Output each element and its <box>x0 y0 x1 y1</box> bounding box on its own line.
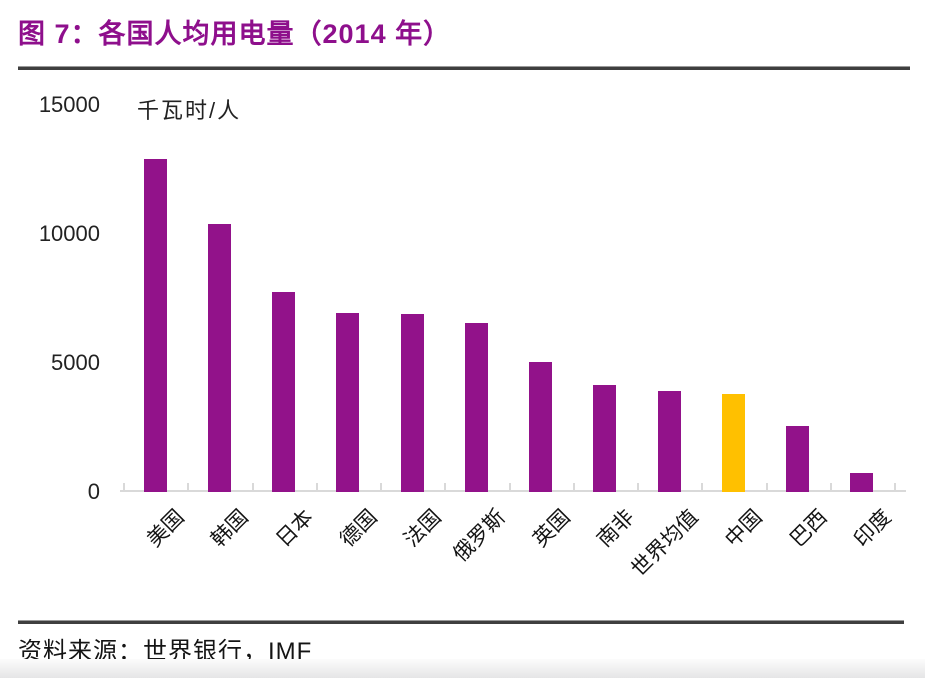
x-axis-tickmark <box>701 483 704 491</box>
bar-美国 <box>143 159 167 492</box>
chart-title: 图 7：各国人均用电量（2014 年） <box>18 19 452 49</box>
x-axis-label-世界均值: 世界均值 <box>627 505 703 582</box>
x-axis-label-南非: 南非 <box>592 505 639 552</box>
x-axis-line <box>120 490 906 492</box>
x-axis-label-法国: 法国 <box>399 505 446 552</box>
x-axis-tickmark <box>315 483 318 491</box>
bar-日本 <box>272 292 296 492</box>
y-axis-tick-label: 15000 <box>38 92 100 117</box>
bar-南非 <box>593 384 617 492</box>
y-axis-tick-label: 10000 <box>38 221 100 246</box>
bar-巴西 <box>786 426 810 492</box>
bar-中国 <box>721 393 745 492</box>
bar-英国 <box>529 361 553 492</box>
footer-divider <box>18 620 904 624</box>
bar-世界均值 <box>657 391 681 492</box>
x-axis-tickmark <box>829 483 832 491</box>
x-axis-tickmark <box>444 483 447 491</box>
page-bottom-edge <box>0 659 925 678</box>
bar-德国 <box>336 312 360 492</box>
x-axis-label-韩国: 韩国 <box>207 505 254 552</box>
y-axis-unit-label: 千瓦时/人 <box>137 98 242 123</box>
x-axis-label-俄罗斯: 俄罗斯 <box>449 505 511 567</box>
bar-法国 <box>400 313 424 492</box>
x-axis-tickmark <box>187 483 190 491</box>
top-divider <box>18 66 910 70</box>
bar-韩国 <box>207 223 231 492</box>
x-axis-tickmark <box>123 483 125 491</box>
x-axis-label-中国: 中国 <box>721 505 768 552</box>
x-axis-label-英国: 英国 <box>528 505 575 552</box>
x-axis-tickmark <box>572 483 575 491</box>
bar-俄罗斯 <box>464 323 488 492</box>
x-axis-tickmark <box>251 483 254 491</box>
x-axis-tickmark <box>380 483 382 491</box>
x-axis-label-巴西: 巴西 <box>785 505 832 552</box>
x-axis-label-日本: 日本 <box>271 505 318 552</box>
x-axis-tickmark <box>894 483 896 491</box>
x-axis-tickmark <box>508 483 511 491</box>
x-axis-tickmark <box>765 483 768 491</box>
y-axis-tick-label: 5000 <box>51 350 100 375</box>
x-axis-label-美国: 美国 <box>142 505 189 552</box>
bar-印度 <box>850 472 874 492</box>
x-axis-label-德国: 德国 <box>335 505 382 552</box>
x-axis-label-印度: 印度 <box>849 505 896 552</box>
y-axis-tick-label: 0 <box>87 479 100 504</box>
x-axis-tickmark <box>637 483 639 491</box>
